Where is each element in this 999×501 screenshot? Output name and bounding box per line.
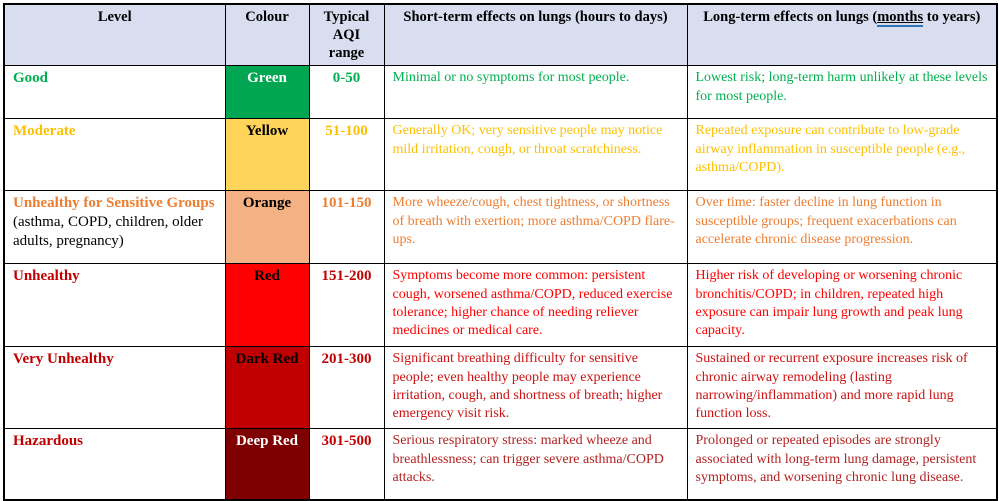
- level-label: Moderate: [13, 123, 76, 140]
- header-long-term-suffix: to years): [923, 9, 981, 25]
- level-label: Good: [13, 70, 49, 87]
- short-term-cell: Minimal or no symptoms for most people.: [383, 65, 688, 120]
- short-term-cell: Serious respiratory stress: marked wheez…: [383, 428, 688, 501]
- colour-swatch-cell: Red: [224, 263, 310, 348]
- header-aqi-range: Typical AQI range: [308, 3, 385, 67]
- long-term-cell: Lowest risk; long-term harm unlikely at …: [686, 65, 998, 120]
- level-cell: Moderate: [3, 118, 226, 192]
- header-colour: Colour: [224, 3, 310, 67]
- level-cell: Unhealthy: [3, 263, 226, 348]
- table-row-unhealthy-sensitive-groups: Unhealthy for Sensitive Groups (asthma, …: [3, 190, 998, 265]
- level-cell: Good: [3, 65, 226, 120]
- level-label: Unhealthy for Sensitive Groups: [13, 195, 215, 212]
- level-label: Hazardous: [13, 433, 84, 450]
- aqi-range-cell: 51-100: [308, 118, 385, 192]
- table-row-very-unhealthy: Very Unhealthy Dark Red 201-300 Signific…: [3, 346, 998, 430]
- aqi-range-cell: 201-300: [308, 346, 385, 430]
- aqi-effects-table: Level Colour Typical AQI range Short-ter…: [3, 3, 998, 501]
- long-term-cell: Higher risk of developing or worsening c…: [686, 263, 998, 348]
- header-level: Level: [3, 3, 226, 67]
- short-term-cell: More wheeze/cough, chest tightness, or s…: [383, 190, 688, 265]
- level-label: Very Unhealthy: [13, 351, 114, 368]
- colour-swatch-cell: Yellow: [224, 118, 310, 192]
- colour-swatch-cell: Deep Red: [224, 428, 310, 501]
- document-page: Level Colour Typical AQI range Short-ter…: [3, 3, 998, 501]
- header-long-term-prefix: Long-term effects on lungs (: [703, 9, 878, 25]
- table-row-good: Good Green 0-50 Minimal or no symptoms f…: [3, 65, 998, 120]
- long-term-cell: Sustained or recurrent exposure increase…: [686, 346, 998, 430]
- level-cell: Hazardous: [3, 428, 226, 501]
- short-term-cell: Symptoms become more common: persistent …: [383, 263, 688, 348]
- table-row-unhealthy: Unhealthy Red 151-200 Symptoms become mo…: [3, 263, 998, 348]
- header-long-term: Long-term effects on lungs (months to ye…: [686, 3, 998, 67]
- level-cell: Unhealthy for Sensitive Groups (asthma, …: [3, 190, 226, 265]
- aqi-range-cell: 0-50: [308, 65, 385, 120]
- aqi-range-cell: 151-200: [308, 263, 385, 348]
- level-cell: Very Unhealthy: [3, 346, 226, 430]
- table-row-moderate: Moderate Yellow 51-100 Generally OK; ver…: [3, 118, 998, 192]
- colour-swatch-cell: Green: [224, 65, 310, 120]
- level-label: Unhealthy: [13, 268, 80, 285]
- colour-swatch-cell: Orange: [224, 190, 310, 265]
- short-term-cell: Significant breathing difficulty for sen…: [383, 346, 688, 430]
- table-row-hazardous: Hazardous Deep Red 301-500 Serious respi…: [3, 428, 998, 501]
- long-term-cell: Prolonged or repeated episodes are stron…: [686, 428, 998, 501]
- aqi-range-cell: 101-150: [308, 190, 385, 265]
- aqi-range-cell: 301-500: [308, 428, 385, 501]
- header-long-term-underlined-word: months: [877, 9, 924, 27]
- long-term-cell: Repeated exposure can contribute to low-…: [686, 118, 998, 192]
- colour-swatch-cell: Dark Red: [224, 346, 310, 430]
- header-short-term: Short-term effects on lungs (hours to da…: [383, 3, 688, 67]
- short-term-cell: Generally OK; very sensitive people may …: [383, 118, 688, 192]
- table-header-row: Level Colour Typical AQI range Short-ter…: [3, 3, 998, 67]
- level-suffix: (asthma, COPD, children, older adults, p…: [13, 214, 203, 249]
- long-term-cell: Over time: faster decline in lung functi…: [686, 190, 998, 265]
